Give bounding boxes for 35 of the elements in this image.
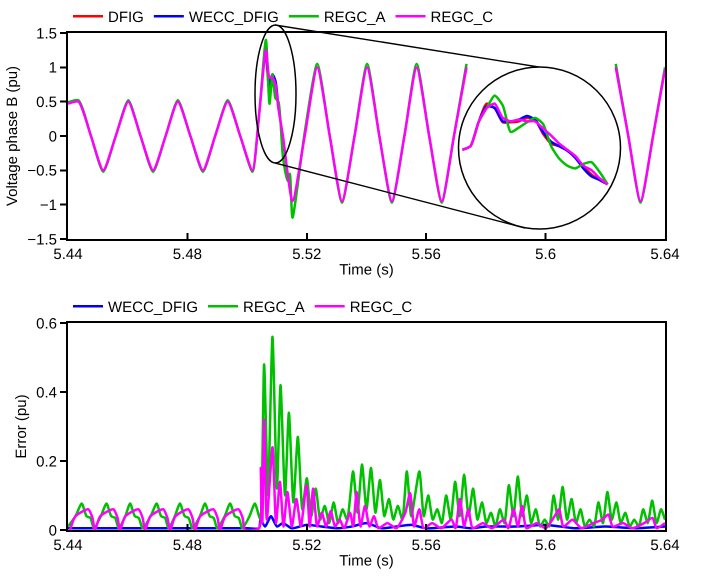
x-tick-label: 5.6: [535, 537, 556, 554]
legend-label: REGC_A: [243, 299, 305, 316]
x-tick-label: 5.56: [412, 246, 441, 263]
x-tick-label: 5.64: [650, 537, 680, 554]
legend-label: REGC_A: [324, 9, 386, 26]
y-tick-label: −0.5: [27, 162, 57, 180]
y-axis-title: Error (pu): [12, 394, 30, 459]
y-tick-label: 1.5: [36, 25, 57, 42]
x-tick-label: 5.52: [292, 537, 322, 554]
x-tick-label: 5.44: [53, 537, 83, 554]
y-tick-label: 0.4: [36, 384, 57, 402]
y-tick-label: 0.5: [36, 94, 57, 111]
legend-label: REGC_C: [430, 9, 494, 26]
y-tick-label: −1: [40, 196, 57, 214]
x-tick-label: 5.64: [650, 246, 680, 263]
x-tick-label: 5.48: [172, 537, 202, 554]
y-tick-label: 0: [48, 128, 57, 146]
legend-label: WECC_DFIG: [188, 9, 279, 26]
y-tick-label: 0.2: [36, 453, 57, 470]
y-axis-title: Voltage phase B (pu): [4, 66, 22, 206]
x-tick-label: 5.56: [412, 537, 441, 554]
x-tick-label: 5.6: [535, 246, 556, 263]
y-tick-label: 0.6: [36, 315, 57, 332]
y-tick-label: −1.5: [27, 231, 57, 248]
legend-label: WECC_DFIG: [108, 299, 198, 316]
y-tick-label: 1: [48, 60, 57, 77]
y-tick-label: 0: [48, 522, 57, 540]
x-tick-label: 5.48: [172, 246, 202, 263]
legend-label: DFIG: [108, 9, 144, 26]
x-tick-label: 5.44: [53, 246, 83, 263]
x-tick-label: 5.52: [292, 246, 322, 263]
legend-label: REGC_C: [350, 299, 412, 316]
line-series: [68, 418, 665, 530]
x-axis-title: Time (s): [339, 262, 394, 278]
x-axis-title: Time (s): [339, 552, 394, 570]
